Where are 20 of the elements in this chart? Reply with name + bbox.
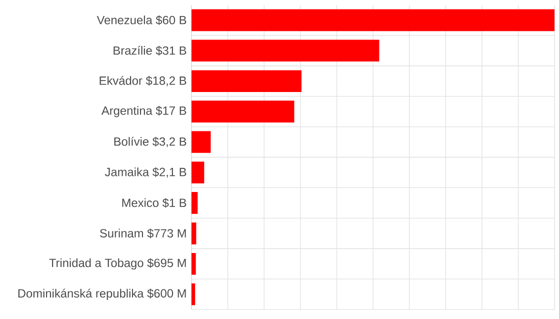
y-tick-label: Brazílie $31 B [114,46,186,56]
y-tick-label: Jamaika $2,1 B [104,168,186,178]
bar [191,131,211,154]
y-tick-label: Trinidad a Tobago $695 M [49,258,186,270]
bar [191,162,204,184]
bar [191,9,555,32]
y-tick-label: Venezuela $60 B [96,16,186,26]
y-tick-label: Argentina $17 B [101,106,186,118]
bar [191,70,302,92]
bar [191,222,196,244]
y-tick-label: Mexico $1 B [122,198,186,208]
y-tick-label: Dominikánská republika $600 M [18,288,186,300]
bar [191,40,380,62]
y-tick-label: Ekvádor $18,2 B [100,76,186,86]
bar [191,192,198,214]
bar [191,284,196,306]
bar [191,253,196,275]
y-tick-label: Surinam $773 M [100,228,186,238]
bar [191,100,294,123]
y-tick-label: Bolívie $3,2 B [114,137,186,148]
